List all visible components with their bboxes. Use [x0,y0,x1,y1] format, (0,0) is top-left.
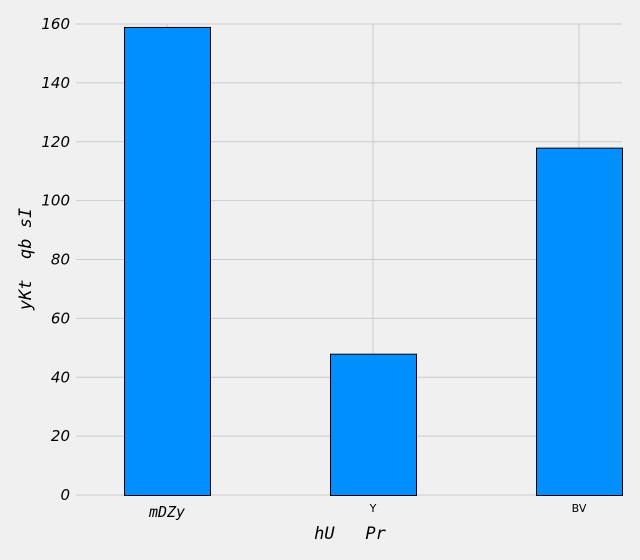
y-tick-label: 120 [41,133,70,151]
y-tick-label: 80 [51,251,70,269]
y-tick-label: 160 [41,15,70,33]
x-tick-label: BV [572,502,587,515]
y-tick-label: 0 [60,486,70,504]
x-tick-label: Y [369,502,377,515]
bar [124,26,211,496]
y-tick-labels: 0 20 40 60 80 100 120 140 160 [41,15,70,504]
bars [124,26,623,497]
y-tick-label: 140 [41,74,70,92]
bar [330,353,417,497]
x-axis-label: hU Pr [314,524,386,544]
x-tick-label: mDZy [148,503,185,521]
x-tick-labels: mDZy Y BV [148,502,587,521]
y-tick-label: 40 [51,368,70,386]
y-axis-label: yKt qb sI [16,208,36,311]
bar [536,147,623,496]
y-tick-label: 20 [51,427,70,445]
y-tick-label: 100 [41,192,70,210]
y-tick-label: 60 [51,309,70,327]
